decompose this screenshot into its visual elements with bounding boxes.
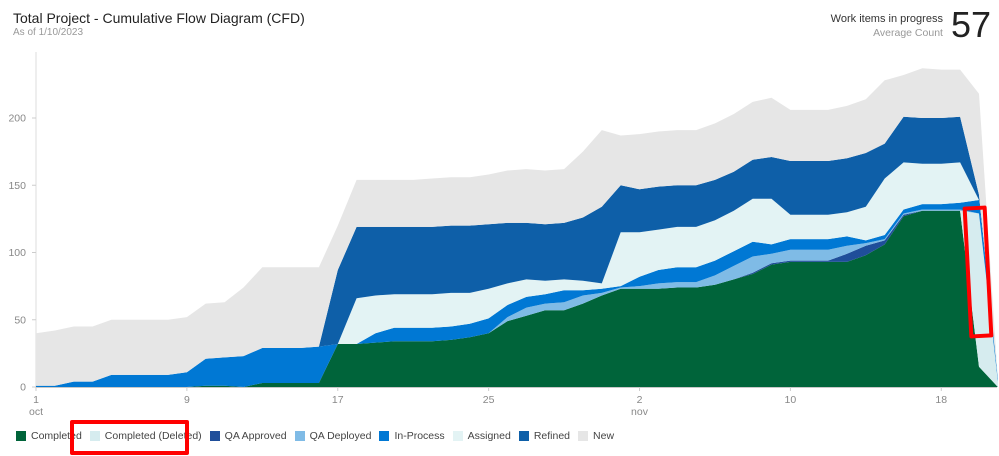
legend-item-completed[interactable]: Completed: [16, 430, 82, 442]
legend-label: In-Process: [394, 430, 445, 442]
legend-swatch-icon: [16, 431, 26, 441]
y-tick-label: 100: [8, 247, 26, 259]
area-new[interactable]: [36, 68, 998, 386]
legend-swatch-icon: [209, 431, 220, 441]
kpi-sublabel: Average Count: [873, 27, 943, 39]
legend-swatch-icon: [578, 431, 589, 441]
legend-swatch-icon: [89, 431, 100, 441]
x-tick-label: 18: [935, 394, 947, 406]
wip-kpi: Work items in progress Average Count 57: [831, 6, 991, 44]
y-tick-label: 0: [20, 382, 26, 394]
legend-label: Refined: [533, 430, 571, 442]
area-refined[interactable]: [36, 116, 998, 386]
x-tick-label: 1: [33, 394, 39, 406]
x-tick-label: 25: [483, 394, 495, 406]
legend-item-new[interactable]: New: [578, 430, 614, 442]
x-month-label: oct: [29, 406, 43, 418]
legend-label: Completed (Deleted): [104, 430, 202, 442]
chart-legend: Completed Completed (Deleted) QA Approved Q…: [16, 430, 622, 442]
x-tick-label: 17: [332, 394, 344, 406]
legend-item-completed-deleted[interactable]: Completed (Deleted): [89, 430, 202, 442]
legend-item-in-process[interactable]: In-Process: [379, 430, 445, 442]
legend-label: New: [593, 430, 615, 442]
legend-swatch-icon: [452, 431, 463, 441]
legend-label: Completed: [31, 430, 82, 442]
legend-label: QA Approved: [224, 430, 287, 442]
highlight-box-legend-deleted: [70, 420, 189, 455]
kpi-label: Work items in progress: [830, 13, 943, 25]
legend-item-qa-deployed[interactable]: QA Deployed: [294, 430, 372, 442]
x-tick-label: 10: [785, 394, 797, 406]
legend-label: QA Deployed: [309, 430, 372, 442]
legend-swatch-icon: [294, 431, 305, 441]
area-in-process[interactable]: [36, 200, 998, 387]
area-completed[interactable]: [36, 210, 998, 387]
area-assigned[interactable]: [36, 162, 998, 386]
legend-label: Assigned: [467, 430, 511, 442]
x-tick-label: 2: [637, 394, 643, 406]
page-title: Total Project - Cumulative Flow Diagram …: [13, 10, 305, 26]
legend-item-refined[interactable]: Refined: [518, 430, 571, 442]
legend-swatch-icon: [518, 431, 529, 441]
x-tick-label: 9: [184, 394, 190, 406]
kpi-value: 57: [950, 4, 991, 45]
legend-swatch-icon: [379, 431, 390, 441]
as-of-date: As of 1/10/2023: [13, 27, 84, 38]
y-tick-label: 200: [8, 113, 26, 125]
legend-item-assigned[interactable]: Assigned: [452, 430, 511, 442]
y-tick-label: 50: [14, 314, 26, 326]
y-tick-label: 150: [8, 180, 26, 192]
x-month-label: nov: [631, 406, 649, 418]
legend-item-qa-approved[interactable]: QA Approved: [209, 430, 287, 442]
